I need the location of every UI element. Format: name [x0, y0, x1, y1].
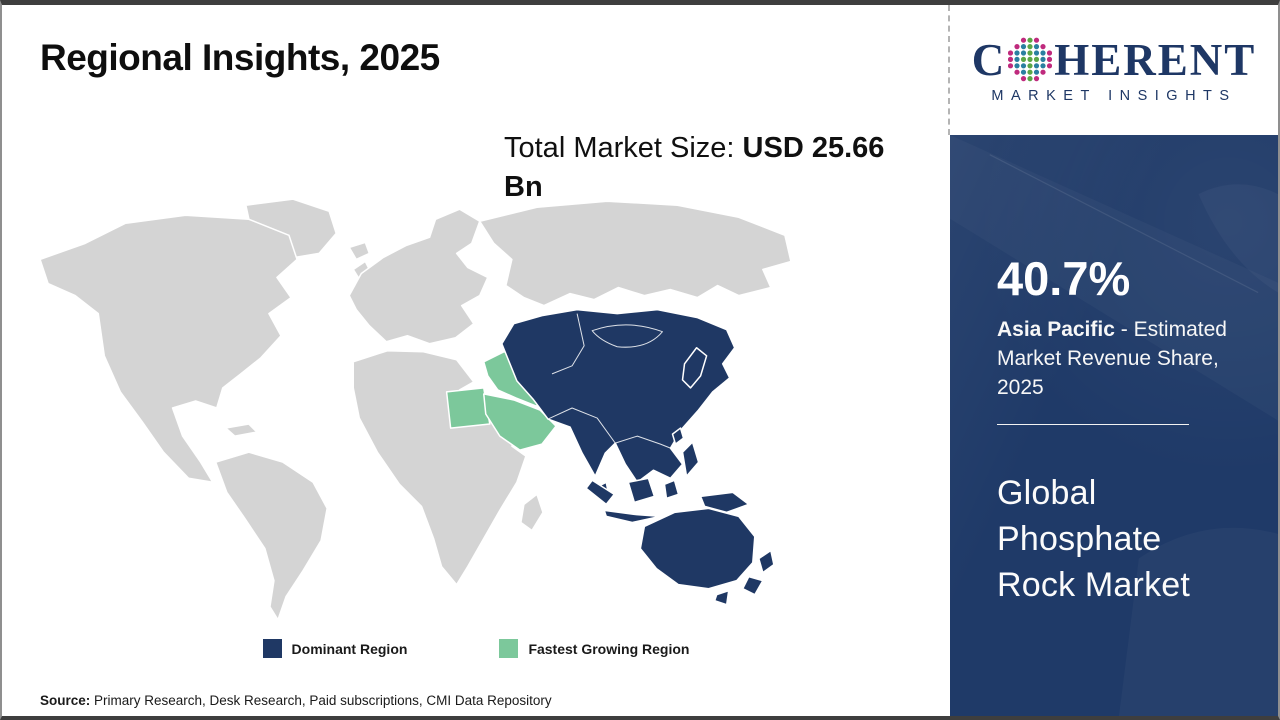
world-map: [39, 198, 792, 621]
market-name: Global Phosphate Rock Market: [997, 474, 1191, 604]
dashed-divider: [948, 5, 950, 135]
fastest-growing-region-label: Fastest Growing Region: [528, 640, 690, 657]
region-iceland: [348, 241, 371, 261]
region-europe: [348, 208, 489, 345]
region-egypt: [445, 387, 491, 429]
region-madagascar: [520, 493, 544, 532]
region-south-america: [214, 451, 328, 621]
region-new-zealand-north: [758, 549, 775, 574]
region-tasmania: [713, 589, 730, 606]
region-cuba: [225, 423, 258, 437]
region-russia: [478, 200, 792, 307]
brand-logo: C HERENT MARKET INSIGHTS: [950, 5, 1278, 135]
region-arabian-peninsula: [482, 393, 557, 451]
region-new-zealand-south: [741, 575, 764, 596]
region-australia: [639, 507, 756, 590]
source-text: Primary Research, Desk Research, Paid su…: [90, 693, 552, 708]
region-philippines: [681, 441, 700, 478]
fastest-growing-region-swatch-icon: [499, 639, 519, 658]
region-japan: [681, 347, 708, 389]
region-taiwan: [671, 427, 685, 445]
market-share-description: Asia Pacific - Estimated Market Revenue …: [997, 315, 1237, 402]
panel-map-texture: [989, 154, 1259, 294]
map-inner-borders: [547, 313, 671, 449]
region-sumatra: [585, 479, 616, 506]
share-description-text: - Estimated Market Revenue Share, 2025: [997, 318, 1227, 399]
panel-divider-line: [997, 424, 1189, 425]
region-sulawesi: [663, 479, 680, 500]
region-java: [603, 509, 662, 524]
legend-item-fastest-growing: Fastest Growing Region: [499, 639, 689, 658]
market-size-value: USD 25.66 Bn: [504, 132, 885, 203]
dominant-region-label: Dominant Region: [291, 640, 408, 657]
dominant-region-swatch-icon: [262, 639, 282, 658]
brand-logo-wordmark: C HERENT: [972, 37, 1257, 84]
map-dominant-region: [501, 308, 775, 606]
region-new-guinea: [699, 491, 750, 514]
logo-text-start: C: [971, 34, 1007, 85]
market-share-value: 40.7%: [997, 252, 1131, 305]
source-label: Source:: [40, 693, 91, 708]
dotted-globe-icon: [1008, 37, 1053, 81]
legend: Dominant Region Fastest Growing Region: [2, 639, 950, 658]
logo-text-end: HERENT: [1054, 34, 1257, 85]
logo-subtitle: MARKET INSIGHTS: [991, 87, 1237, 104]
region-north-america: [39, 214, 298, 484]
legend-item-dominant: Dominant Region: [262, 639, 408, 658]
total-market-size: Total Market Size: USD 25.66 Bn: [504, 129, 918, 207]
region-name: Asia Pacific: [997, 318, 1115, 341]
page-title: Regional Insights, 2025: [40, 37, 440, 78]
region-asia-mainland: [501, 308, 736, 484]
source-line: Source: Primary Research, Desk Research,…: [40, 693, 552, 708]
highlight-panel: 40.7% Asia Pacific - Estimated Market Re…: [950, 135, 1278, 716]
map-land-gray: [39, 198, 792, 621]
market-size-label: Total Market Size:: [504, 132, 743, 164]
region-borneo: [627, 477, 656, 504]
